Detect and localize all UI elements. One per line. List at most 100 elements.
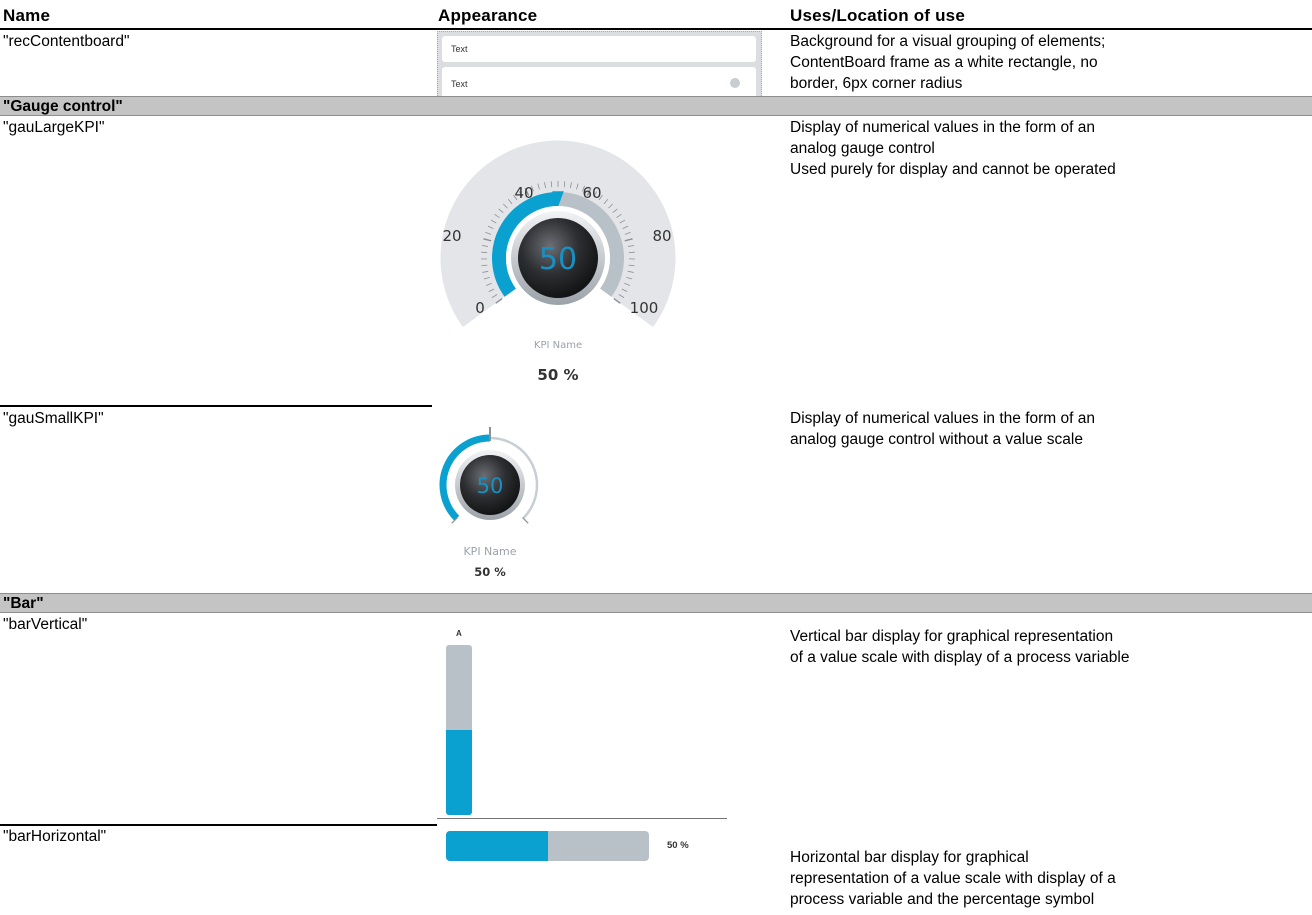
gauge-large-minor-tick bbox=[624, 282, 631, 286]
contentboard-card-1-text: Text bbox=[451, 44, 468, 54]
bar-vertical-uses-2: of a value scale with display of a proce… bbox=[790, 649, 1130, 666]
gauge-large-minor-tick bbox=[622, 225, 629, 229]
gauge-large-minor-tick bbox=[627, 245, 635, 247]
gauge-large-minor-tick bbox=[488, 288, 495, 293]
gauge-large-scale-40: 40 bbox=[514, 184, 533, 202]
gauge-large-minor-tick bbox=[612, 208, 618, 214]
gauge-large-minor-tick bbox=[507, 199, 513, 205]
gauge-small-end-left bbox=[451, 517, 458, 524]
gauge-small-uses-1: Display of numerical values in the form … bbox=[790, 410, 1095, 427]
gauge-large-minor-tick bbox=[616, 213, 622, 219]
gauge-small-uses-2: analog gauge control without a value sca… bbox=[790, 431, 1083, 448]
gauge-large-major-tick bbox=[624, 238, 633, 242]
gauge-large-minor-tick bbox=[537, 183, 540, 190]
gauge-large-minor-tick bbox=[582, 185, 585, 192]
gauge-large-minor-tick bbox=[603, 199, 609, 205]
section-gauge-control-label: "Gauge control" bbox=[3, 98, 123, 115]
bar-horizontal-uses-1: Horizontal bar display for graphical bbox=[790, 849, 1029, 866]
gauge-large-minor-tick bbox=[481, 264, 488, 267]
gauge-large-value-arc bbox=[492, 192, 559, 297]
gauge-large-major-tick bbox=[613, 297, 621, 304]
gauge-large-uses-3: Used purely for display and cannot be op… bbox=[790, 161, 1116, 178]
row-name-bar-horizontal: "barHorizontal" bbox=[3, 828, 107, 845]
gauge-large-minor-tick bbox=[621, 288, 628, 293]
gauge-large-ticks bbox=[481, 181, 635, 304]
gauge-large-center-value: 50 bbox=[539, 242, 577, 277]
gauge-large-minor-tick bbox=[570, 182, 572, 189]
gauge-large-scale-0: 0 bbox=[475, 299, 485, 317]
bar-horizontal-uses-3: process variable and the percentage symb… bbox=[790, 891, 1095, 908]
gauge-large-kpi-name: KPI Name bbox=[534, 340, 582, 351]
gauge-large-minor-tick bbox=[482, 270, 489, 273]
column-header-name: Name bbox=[3, 6, 51, 25]
gauge-large-minor-tick bbox=[624, 231, 631, 235]
contentboard-uses-1: Background for a visual grouping of elem… bbox=[790, 33, 1106, 50]
gauge-large-minor-tick bbox=[531, 185, 534, 192]
gauge-large-uses-2: analog gauge control bbox=[790, 140, 935, 157]
gauge-large-minor-tick bbox=[491, 294, 498, 298]
section-bar-label: "Bar" bbox=[3, 595, 44, 612]
contentboard-uses-3: border, 6px corner radius bbox=[790, 75, 963, 92]
gauge-small-value-arc bbox=[439, 434, 491, 521]
row-rule-gauge-large bbox=[0, 405, 432, 407]
gauge-large-minor-tick bbox=[502, 203, 508, 209]
gauge-large-minor-tick bbox=[563, 181, 566, 188]
gauge-large-minor-tick bbox=[550, 181, 553, 188]
gauge-large-minor-tick bbox=[485, 231, 492, 235]
gauge-large-minor-tick bbox=[627, 270, 634, 273]
row-name-gauge-small: "gauSmallKPI" bbox=[3, 410, 104, 427]
gauge-large-minor-tick bbox=[544, 182, 546, 189]
bar-horizontal-uses-2: representation of a value scale with dis… bbox=[790, 870, 1116, 887]
bar-horizontal-fill bbox=[446, 831, 548, 861]
gauge-large-scale-20: 20 bbox=[442, 227, 461, 245]
gauge-large-major-tick bbox=[524, 188, 530, 196]
gauge-small-kpi-value: 50 % bbox=[474, 565, 506, 579]
gauge-large-minor-tick bbox=[518, 191, 523, 197]
gauge-large-kpi-value: 50 % bbox=[537, 366, 578, 384]
gauge-large-minor-tick bbox=[576, 183, 579, 190]
header-rule bbox=[0, 28, 1312, 30]
gauge-large-minor-tick bbox=[490, 219, 497, 224]
gauge-large-scale-80: 80 bbox=[652, 227, 671, 245]
row-name-contentboard: "recContentboard" bbox=[3, 33, 130, 50]
contentboard-card-1: Text bbox=[442, 36, 756, 62]
gauge-large-minor-tick bbox=[618, 294, 625, 298]
gauge-small-center-value: 50 bbox=[477, 474, 504, 498]
gauge-large-minor-tick bbox=[483, 276, 490, 280]
column-header-uses: Uses/Location of use bbox=[790, 6, 965, 25]
gauge-large-minor-tick bbox=[494, 213, 500, 219]
gauge-large-minor-tick bbox=[626, 276, 633, 280]
gauge-large-minor-tick bbox=[513, 194, 518, 201]
gauge-large-pointer bbox=[552, 191, 564, 207]
bar-vertical-fill bbox=[446, 730, 472, 815]
bar-vertical-label: A bbox=[456, 629, 462, 638]
gauge-small-end-right bbox=[522, 517, 529, 524]
gauge-small-kpi-name: KPI Name bbox=[463, 545, 516, 558]
gauge-large-minor-tick bbox=[628, 264, 635, 267]
gauge-small-track bbox=[489, 436, 539, 520]
gauge-large-scale-60: 60 bbox=[582, 184, 601, 202]
gauge-large-major-tick bbox=[495, 297, 503, 304]
row-name-bar-vertical: "barVertical" bbox=[3, 616, 88, 633]
gauge-large-minor-tick bbox=[598, 194, 603, 201]
bar-vertical-track bbox=[446, 645, 472, 815]
gauge-large-track bbox=[557, 192, 624, 297]
row-name-gauge-large: "gauLargeKPI" bbox=[3, 119, 105, 136]
row-rule-bar-vertical-short bbox=[437, 818, 727, 819]
gauge-large-major-tick bbox=[483, 238, 492, 242]
gauge-large-knob bbox=[518, 218, 598, 298]
row-rule-bar-vertical bbox=[0, 824, 437, 826]
gauge-large-scale-100: 100 bbox=[630, 299, 659, 317]
gauge-small: 50 KPI Name 50 % bbox=[439, 427, 539, 579]
bar-horizontal-track bbox=[446, 831, 649, 861]
gauge-large-minor-tick bbox=[487, 225, 494, 229]
gauge-large-minor-tick bbox=[619, 219, 626, 224]
bar-horizontal-value: 50 % bbox=[667, 840, 689, 851]
contentboard-card-2: Text bbox=[442, 67, 756, 99]
gauge-large-minor-tick bbox=[498, 208, 504, 214]
gauge-small-knob bbox=[460, 455, 520, 515]
gauge-large: 50 0 20 40 60 80 100 KPI Name 50 % bbox=[440, 140, 676, 384]
gauge-large-minor-tick bbox=[608, 203, 614, 209]
gauge-large-minor-tick bbox=[481, 245, 489, 247]
contentboard-dot-icon bbox=[730, 78, 740, 88]
